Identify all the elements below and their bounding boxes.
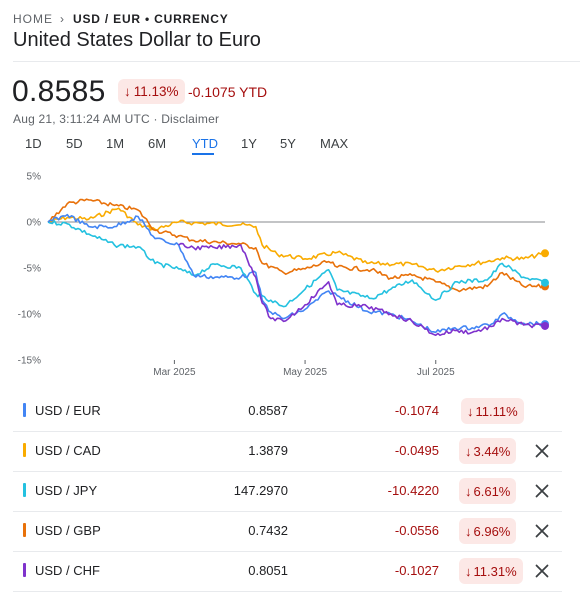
comparison-row[interactable]: USD / CAD 1.3879 -0.0495 ↓ 3.44% [13,431,562,471]
y-tick-label: -10% [18,310,41,321]
timestamp: Aug 21, 3:11:24 AM UTC · Disclaimer [13,112,219,126]
rate-value: 0.8051 [248,563,288,578]
series-line-usdchf [178,242,546,337]
series-line-usdgbp [47,198,546,293]
range-tab-6m[interactable]: 6M [148,136,167,151]
close-icon[interactable] [533,482,551,500]
percent-change-value: 6.96% [473,523,511,539]
percent-change-badge: ↓ 11.13% [118,79,185,104]
x-tick-label: Mar 2025 [153,367,196,378]
currency-pair-label: USD / EUR [35,403,101,418]
percent-change-value: 11.13% [133,84,179,99]
series-line-usdcad [47,207,546,273]
range-tab-max[interactable]: MAX [320,136,349,151]
arrow-down-icon: ↓ [465,443,472,459]
series-end-point [541,321,549,330]
series-line-usdeur [47,213,546,334]
arrow-down-icon: ↓ [465,483,472,499]
row-divider [13,591,562,592]
x-tick-label: May 2025 [283,367,327,378]
row-divider [13,431,562,432]
header-divider [13,61,580,62]
breadcrumb-current: USD / EUR • CURRENCY [73,12,229,26]
comparison-row[interactable]: USD / GBP 0.7432 -0.0556 ↓ 6.96% [13,511,562,551]
close-icon[interactable] [533,522,551,540]
range-tab-1y[interactable]: 1Y [241,136,257,151]
y-tick-label: 5% [27,172,42,183]
series-end-point [541,278,549,287]
series-color-swatch [23,563,26,577]
currency-pair-label: USD / GBP [35,523,101,538]
row-divider [13,471,562,472]
arrow-down-icon: ↓ [465,563,472,579]
row-divider [13,551,562,552]
current-price: 0.8585 [12,75,106,108]
range-tab-ytd[interactable]: YTD [192,136,218,151]
ytd-change: -0.1075 YTD [188,84,268,100]
close-icon[interactable] [533,562,551,580]
arrow-down-icon: ↓ [124,84,131,99]
series-color-swatch [23,483,26,497]
percent-change-badge: ↓ 3.44% [459,438,517,464]
breadcrumb-home-link[interactable]: HOME [13,12,53,26]
percent-change-badge: ↓ 6.61% [459,478,517,504]
currency-pair-label: USD / CAD [35,443,101,458]
y-tick-label: -15% [18,356,41,367]
absolute-change: -0.1027 [394,563,439,578]
disclaimer-link[interactable]: Disclaimer [161,112,220,126]
series-color-swatch [23,443,26,457]
percent-change-badge: ↓ 11.31% [459,558,523,584]
arrow-down-icon: ↓ [465,523,472,539]
rate-value: 147.2970 [233,483,288,498]
percent-change-badge: ↓ 6.96% [459,518,517,544]
comparison-row[interactable]: USD / EUR 0.8587 -0.1074 ↓ 11.11% [13,391,562,431]
y-tick-label: 0% [27,218,42,229]
percent-change-badge: ↓ 11.11% [461,398,524,424]
comparison-row[interactable]: USD / JPY 147.2970 -10.4220 ↓ 6.61% [13,471,562,511]
absolute-change: -0.1074 [394,403,439,418]
percent-change-value: 11.11% [475,403,518,419]
active-range-indicator [192,153,214,155]
rate-value: 1.3879 [248,443,288,458]
y-tick-label: -5% [23,264,41,275]
breadcrumb: HOME › USD / EUR • CURRENCY [13,11,229,27]
page-title: United States Dollar to Euro [13,29,261,51]
close-icon[interactable] [533,442,551,460]
series-line-usdjpy [47,220,546,308]
series-color-swatch [23,403,26,417]
comparison-row[interactable]: USD / CHF 0.8051 -0.1027 ↓ 11.31% [13,551,562,591]
comparison-chart[interactable]: 5% 0% -5% -10% -15% Mar 2025 May 2025 Jul 2025 [0,165,580,387]
series-color-swatch [23,523,26,537]
timestamp-text: Aug 21, 3:11:24 AM UTC · [13,112,162,126]
absolute-change: -0.0556 [394,523,439,538]
row-divider [13,511,562,512]
absolute-change: -0.0495 [394,443,439,458]
percent-change-value: 3.44% [473,443,511,459]
currency-pair-label: USD / CHF [35,563,100,578]
percent-change-value: 6.61% [473,483,511,499]
rate-value: 0.8587 [248,403,288,418]
range-tab-1m[interactable]: 1M [106,136,125,151]
absolute-change: -10.4220 [387,483,439,498]
currency-pair-label: USD / JPY [35,483,98,498]
range-tab-1d[interactable]: 1D [25,136,42,151]
rate-value: 0.7432 [248,523,288,538]
range-tab-5y[interactable]: 5Y [280,136,296,151]
arrow-down-icon: ↓ [467,403,474,419]
series-end-point [541,249,549,258]
range-tab-5d[interactable]: 5D [66,136,83,151]
x-tick-label: Jul 2025 [417,367,455,378]
chevron-right-icon: › [60,12,65,26]
percent-change-value: 11.31% [473,563,517,579]
